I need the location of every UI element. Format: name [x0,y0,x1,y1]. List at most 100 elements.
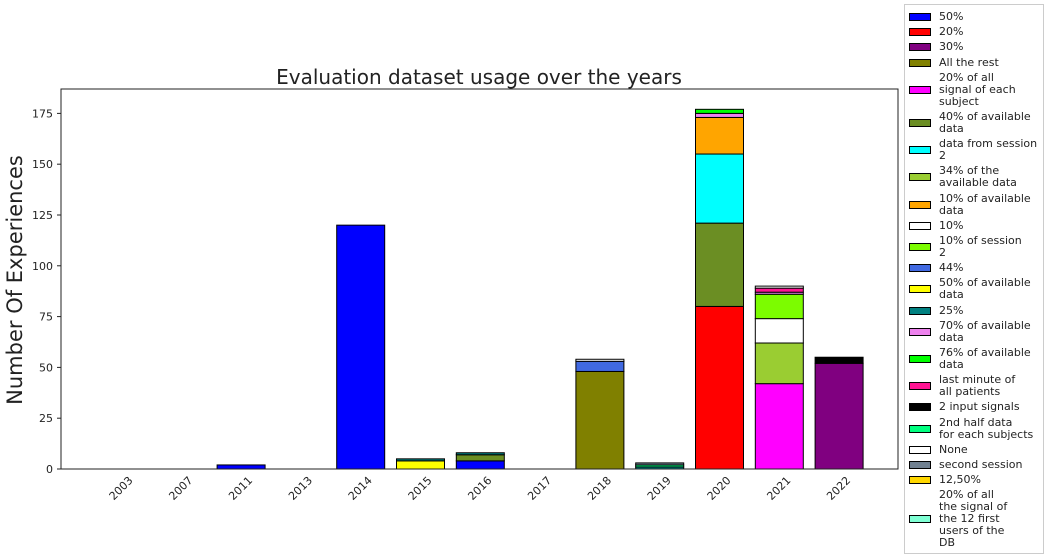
x-tick-label: 2022 [824,474,853,503]
x-tick-label: 2007 [166,474,195,503]
legend-item: 70% of available data [905,318,1043,344]
legend-item: 10% of session 2 [905,235,1043,259]
legend-label: 2nd half data for each subjects [939,415,1034,441]
bar-segment [695,112,744,118]
legend-swatch [909,403,931,412]
legend-swatch [909,85,931,94]
bar-segment [336,224,386,470]
legend-label: last minute of all patients [939,373,1016,399]
bars [216,108,864,470]
x-tick-label: 2016 [465,474,494,503]
legend-label: second session [939,458,1023,471]
legend-item: second session [905,459,1043,471]
x-tick-label: 2003 [107,474,136,503]
y-tick-label: 75 [39,311,53,324]
legend-item: 50% [905,11,1043,23]
bar-segment [216,464,266,470]
legend-label: data from session 2 [939,137,1038,163]
legend-item: 10% of available data [905,191,1043,217]
x-tick-label: 2017 [525,474,554,503]
legend-swatch [909,28,931,37]
y-tick-label: 25 [39,412,53,425]
bar-segment [455,452,505,456]
legend-label: 70% of available data [939,318,1031,344]
legend-swatch [909,306,931,315]
y-tick-label: 175 [32,107,53,120]
legend-label: 34% of the available data [939,164,1017,190]
legend-label: 20% of all the signal of the 12 first us… [939,488,1008,550]
x-tick-label: 2011 [226,474,255,503]
bar-segment [695,116,744,155]
bar-segment [814,362,864,470]
legend-item: None [905,442,1043,456]
legend: 50% 20% 30% All the rest 20% of all signal o… [904,4,1044,554]
legend-label: 20% [939,25,964,39]
legend-item: 20% [905,26,1043,38]
bar-segment [695,108,744,114]
legend-label: None [939,442,968,456]
legend-swatch [909,327,931,336]
legend-swatch [909,146,931,155]
y-tick-label: 150 [32,158,53,171]
bar-segment [754,287,804,293]
bar-segment [455,454,505,462]
bar-segment [396,458,445,462]
x-tick-label: 2019 [645,474,674,503]
legend-label: 12,50% [939,473,981,487]
bar-segment [754,318,804,344]
legend-label: 50% [939,10,964,23]
x-tick-label: 2013 [286,474,315,503]
legend-swatch [909,264,931,273]
legend-label: 10% of available data [939,191,1031,217]
legend-label: 10% [939,218,964,232]
legend-swatch [909,461,931,469]
legend-item: 2nd half data for each subjects [905,415,1043,441]
bar-segment [635,462,685,466]
x-tick-label: 2020 [705,474,734,503]
legend-swatch [909,445,931,454]
x-tick-label: 2014 [346,474,375,503]
bar-segment [575,358,625,362]
y-tick-label: 100 [32,260,53,273]
legend-item: 2 input signals [905,401,1043,413]
legend-swatch [909,173,931,182]
legend-label: 10% of session 2 [939,234,1022,259]
y-axis-label: Number Of Experiences [3,155,27,405]
legend-swatch [909,285,931,294]
legend-swatch [909,13,931,21]
y-tick-label: 0 [46,463,53,476]
legend-swatch [909,58,931,67]
bar-segment [695,305,744,470]
legend-swatch [909,476,931,485]
bar-segment [754,342,804,385]
legend-item: 44% [905,262,1043,274]
legend-item: All the rest [905,55,1043,69]
legend-item: 76% of available data [905,347,1043,371]
legend-label: 30% [939,40,964,54]
legend-swatch [909,382,931,391]
bar-segment [754,293,804,320]
legend-swatch [909,515,931,524]
legend-label: 20% of all signal of each subject [939,70,1016,108]
legend-item: 20% of all signal of each subject [905,70,1043,108]
legend-item: last minute of all patients [905,374,1043,398]
legend-label: 25% [939,303,964,317]
legend-label: 76% of available data [939,346,1031,371]
legend-swatch [909,243,931,251]
bar-segment [754,383,804,470]
y-tick-label: 125 [32,209,53,222]
legend-swatch [909,221,931,230]
chart-title: Evaluation dataset usage over the years [276,65,682,89]
legend-label: All the rest [939,55,999,69]
bar-segment [695,222,744,307]
bar-segment [575,370,625,470]
legend-label: 50% of available data [939,276,1031,302]
legend-item: 40% of available data [905,111,1043,135]
legend-item: 10% [905,218,1043,232]
legend-label: 40% of available data [939,110,1031,135]
bar-segment [455,460,505,470]
legend-swatch [909,355,931,363]
legend-item: 30% [905,41,1043,53]
legend-item: 25% [905,303,1043,317]
